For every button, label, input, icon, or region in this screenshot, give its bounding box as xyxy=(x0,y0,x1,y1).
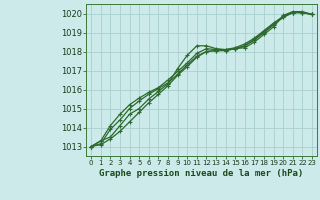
X-axis label: Graphe pression niveau de la mer (hPa): Graphe pression niveau de la mer (hPa) xyxy=(100,169,304,178)
